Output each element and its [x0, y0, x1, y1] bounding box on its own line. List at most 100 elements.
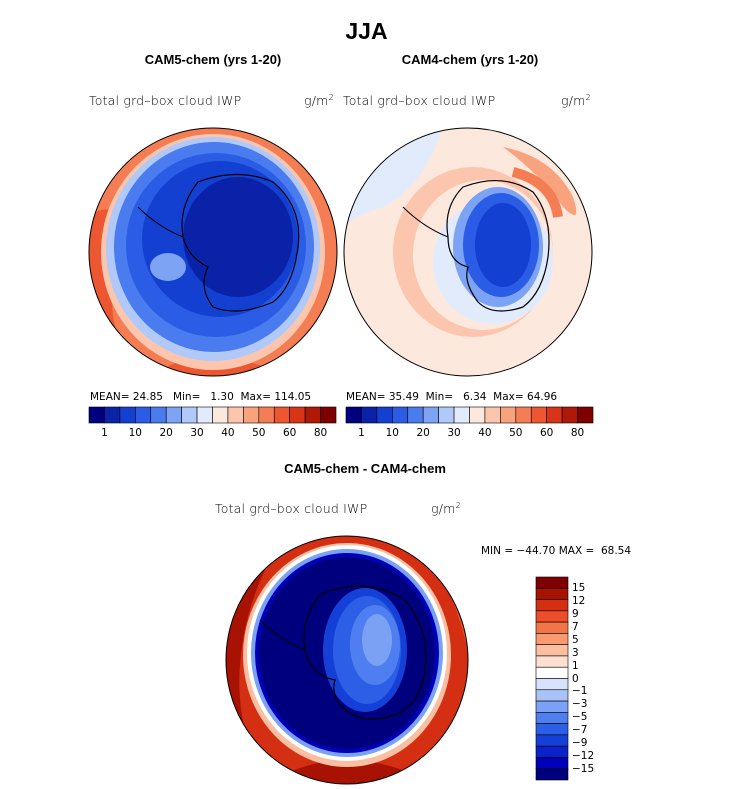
colorbar-diff-swatch	[535, 712, 569, 724]
colorbar-diff-tick-label: −3	[572, 698, 588, 711]
colorbar-right-labels: 1 10 20 30 40 50 60 80	[346, 427, 593, 441]
colorbar-diff-tick-label: 5	[572, 633, 579, 646]
colorbar-diff-tick-label: 9	[572, 608, 579, 621]
colorbar-right-tick-label: 20	[416, 427, 430, 439]
map-diff	[225, 535, 469, 785]
colorbar-diff-labels: 15 12 9 7 5 3 1 0 −1 −3 −5 −7 −9 −12 −15	[572, 577, 612, 780]
colorbar-diff-swatch	[535, 768, 569, 781]
panel-title-diff: CAM5-chem - CAM4-chem	[284, 461, 446, 476]
colorbar-left	[88, 406, 337, 424]
panel-title-left: CAM5-chem (yrs 1-20)	[144, 52, 282, 67]
colorbar-right-tick-label: 80	[570, 427, 585, 439]
colorbar-diff-swatch	[535, 745, 569, 758]
units-label-right: g/m2	[561, 93, 591, 109]
colorbar-right-swatch	[376, 406, 393, 424]
colorbar-diff-swatch	[535, 700, 569, 713]
stats-right: MEAN= 35.49 Min= 6.34 Max= 64.96	[346, 391, 558, 403]
colorbar-left-swatch	[150, 406, 167, 424]
colorbar-right-swatch	[407, 406, 424, 424]
colorbar-left-tick-label: 30	[190, 427, 204, 439]
figure-title: JJA	[345, 18, 388, 44]
colorbar-right-swatch	[392, 406, 409, 424]
colorbar-left-swatch	[181, 406, 198, 424]
colorbar-diff-tick-label: −7	[572, 724, 588, 737]
colorbar-left-labels: 1 10 20 30 40 50 60 80	[89, 427, 336, 441]
colorbar-left-swatch	[320, 406, 337, 424]
stats-left: MEAN= 24.85 Min= 1.30 Max= 114.05	[90, 391, 312, 403]
colorbar-diff-swatch	[535, 723, 569, 736]
colorbar-left-swatch	[196, 406, 213, 424]
colorbar-diff-tick-label: −12	[572, 749, 595, 762]
colorbar-diff-tick-label: 15	[572, 582, 586, 595]
colorbar-left-swatch	[212, 406, 229, 424]
colorbar-left-swatch	[273, 406, 290, 424]
colorbar-right-tick-label: 1	[358, 427, 365, 439]
colorbar-diff-tick-label: 3	[572, 646, 579, 659]
colorbar-right-swatch	[515, 406, 532, 424]
map-right	[343, 127, 593, 377]
colorbar-diff-swatch	[535, 633, 569, 645]
colorbar-right-swatch	[438, 406, 455, 424]
colorbar-left-swatch	[227, 406, 244, 424]
colorbar-left-tick-label: 40	[221, 427, 235, 439]
colorbar-right-swatch	[422, 406, 439, 424]
variable-label-left: Total grd–box cloud IWP	[89, 93, 242, 108]
colorbar-right-tick-label: 40	[478, 427, 492, 439]
colorbar-diff-tick-label: 7	[572, 620, 579, 633]
variable-label-diff: Total grd–box cloud IWP	[215, 501, 368, 516]
colorbar-diff-swatch	[535, 666, 569, 679]
colorbar-diff-swatch	[535, 678, 569, 691]
minmax-diff: MIN = −44.70 MAX = 68.54	[481, 545, 632, 557]
colorbar-right-tick-label: 50	[509, 427, 523, 439]
colorbar-left-swatch	[104, 406, 121, 424]
colorbar-left-swatch	[88, 406, 105, 424]
colorbar-left-tick-label: 20	[159, 427, 173, 439]
colorbar-right-tick-label: 10	[385, 427, 399, 439]
colorbar-left-swatch	[119, 406, 136, 424]
colorbar-left-tick-label: 50	[252, 427, 266, 439]
colorbar-diff-swatch	[535, 734, 569, 747]
colorbar-left-tick-label: 10	[128, 427, 142, 439]
variable-label-right: Total grd–box cloud IWP	[343, 93, 496, 108]
colorbar-right-swatch	[561, 406, 578, 424]
colorbar-left-tick-label: 1	[101, 427, 108, 439]
colorbar-diff-swatch	[535, 576, 569, 589]
colorbar-left-swatch	[258, 406, 275, 424]
units-label-diff: g/m2	[431, 501, 461, 517]
units-label-left: g/m2	[304, 93, 334, 109]
colorbar-left-tick-label: 60	[283, 427, 297, 439]
colorbar-diff-swatch	[535, 599, 569, 612]
colorbar-right-swatch	[530, 406, 547, 424]
colorbar-diff-tick-label: −9	[572, 736, 588, 749]
colorbar-diff-swatch	[535, 757, 569, 770]
colorbar-left-swatch	[304, 406, 321, 424]
colorbar-right-swatch	[577, 406, 594, 424]
colorbar-diff-tick-label: 1	[572, 659, 579, 672]
colorbar-diff-swatch	[535, 610, 569, 623]
colorbar-left-swatch	[165, 406, 182, 424]
panel-title-right: CAM4-chem (yrs 1-20)	[401, 52, 539, 67]
colorbar-right-swatch	[500, 406, 517, 424]
colorbar-diff-swatch	[535, 644, 569, 657]
colorbar-left-swatch	[135, 406, 152, 424]
colorbar-right-swatch	[484, 406, 501, 424]
colorbar-diff-tick-label: 0	[572, 672, 579, 685]
colorbar-right-swatch	[361, 406, 378, 424]
colorbar-diff-swatch	[535, 621, 569, 634]
colorbar-right-swatch	[546, 406, 563, 424]
colorbar-diff-tick-label: −15	[572, 762, 595, 775]
colorbar-diff-swatch	[535, 689, 569, 702]
colorbar-left-tick-label: 80	[313, 427, 328, 439]
colorbar-right-swatch	[469, 406, 486, 424]
map-left	[88, 127, 338, 377]
colorbar-right-swatch	[453, 406, 470, 424]
colorbar-right	[345, 406, 594, 424]
colorbar-diff	[535, 576, 569, 781]
colorbar-right-tick-label: 30	[447, 427, 461, 439]
colorbar-diff-swatch	[535, 655, 569, 668]
colorbar-left-swatch	[243, 406, 260, 424]
colorbar-right-swatch	[345, 406, 362, 424]
colorbar-diff-swatch	[535, 587, 569, 600]
colorbar-left-swatch	[289, 406, 306, 424]
colorbar-diff-tick-label: 12	[572, 595, 586, 608]
